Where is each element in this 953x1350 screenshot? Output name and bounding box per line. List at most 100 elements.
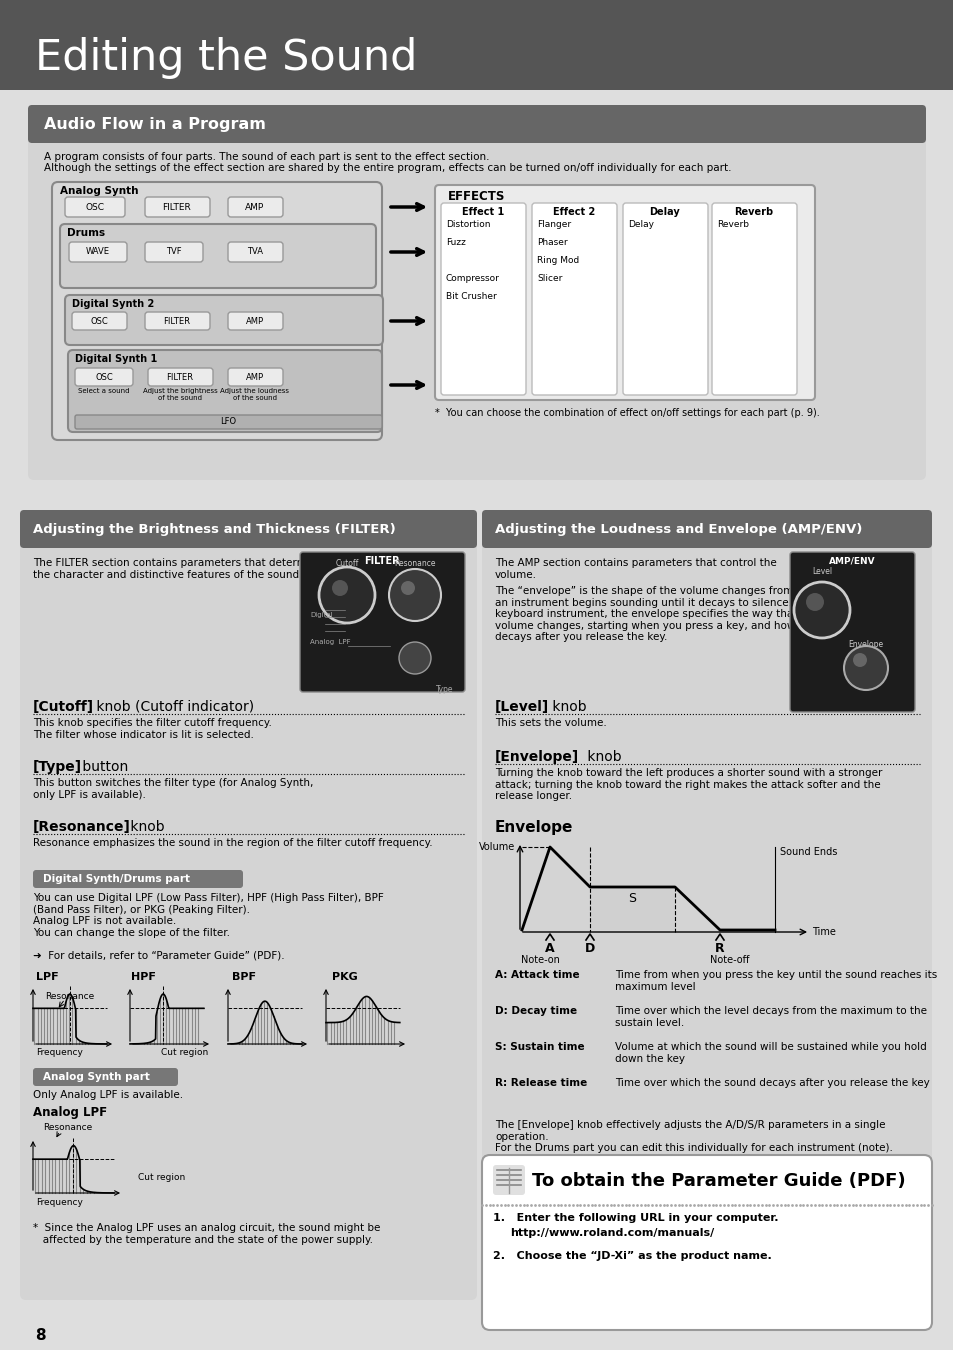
Text: 8: 8 xyxy=(35,1327,46,1342)
Text: 1.   Enter the following URL in your computer.: 1. Enter the following URL in your compu… xyxy=(493,1214,778,1223)
Text: You can use Digital LPF (Low Pass Filter), HPF (High Pass Filter), BPF
(Band Pas: You can use Digital LPF (Low Pass Filter… xyxy=(33,892,383,938)
Text: FILTER: FILTER xyxy=(167,373,193,382)
Text: Editing the Sound: Editing the Sound xyxy=(35,36,417,80)
FancyBboxPatch shape xyxy=(440,202,525,396)
Text: Effect 2: Effect 2 xyxy=(553,207,595,217)
Circle shape xyxy=(400,580,415,595)
FancyBboxPatch shape xyxy=(68,350,381,432)
Text: PKG: PKG xyxy=(332,972,357,981)
Text: *  You can choose the combination of effect on/off settings for each part (p. 9): * You can choose the combination of effe… xyxy=(435,408,819,418)
Text: Resonance: Resonance xyxy=(43,1123,92,1133)
Text: Note-on: Note-on xyxy=(520,954,558,965)
Text: Adjusting the Loudness and Envelope (AMP/ENV): Adjusting the Loudness and Envelope (AMP… xyxy=(495,522,862,536)
Text: Envelope: Envelope xyxy=(495,819,573,836)
Text: Audio Flow in a Program: Audio Flow in a Program xyxy=(44,116,266,131)
Text: Digital: Digital xyxy=(310,612,333,618)
FancyBboxPatch shape xyxy=(493,1165,524,1195)
Text: Digital Synth 1: Digital Synth 1 xyxy=(75,354,157,364)
Text: S: Sustain time: S: Sustain time xyxy=(495,1042,584,1052)
Text: Volume: Volume xyxy=(478,842,515,852)
FancyBboxPatch shape xyxy=(20,510,476,1300)
FancyBboxPatch shape xyxy=(52,182,381,440)
Text: button: button xyxy=(78,760,128,774)
Text: Volume at which the sound will be sustained while you hold
down the key: Volume at which the sound will be sustai… xyxy=(615,1042,925,1064)
Text: [Resonance]: [Resonance] xyxy=(33,819,131,834)
Text: Slicer: Slicer xyxy=(537,274,561,284)
Text: Cut region: Cut region xyxy=(138,1173,185,1183)
Circle shape xyxy=(318,567,375,622)
FancyBboxPatch shape xyxy=(435,185,814,400)
FancyBboxPatch shape xyxy=(481,510,931,548)
Text: Drums: Drums xyxy=(67,228,105,238)
FancyBboxPatch shape xyxy=(789,552,914,711)
Text: Fuzz: Fuzz xyxy=(446,238,465,247)
FancyBboxPatch shape xyxy=(228,312,283,329)
Text: LPF: LPF xyxy=(36,972,58,981)
Text: Bit Crusher: Bit Crusher xyxy=(446,292,497,301)
Text: [Envelope]: [Envelope] xyxy=(495,751,578,764)
FancyBboxPatch shape xyxy=(71,312,127,329)
Text: AMP: AMP xyxy=(246,316,264,325)
FancyBboxPatch shape xyxy=(60,224,375,288)
Text: Analog Synth: Analog Synth xyxy=(60,186,138,196)
Text: R: R xyxy=(715,942,724,954)
Text: R: Release time: R: Release time xyxy=(495,1079,587,1088)
FancyBboxPatch shape xyxy=(65,296,382,346)
Circle shape xyxy=(805,593,823,612)
Text: Only Analog LPF is available.: Only Analog LPF is available. xyxy=(33,1089,183,1100)
FancyBboxPatch shape xyxy=(711,202,796,396)
Text: Note-off: Note-off xyxy=(710,954,749,965)
Circle shape xyxy=(852,653,866,667)
FancyBboxPatch shape xyxy=(33,869,243,888)
Text: ➜  For details, refer to “Parameter Guide” (PDF).: ➜ For details, refer to “Parameter Guide… xyxy=(33,950,284,960)
Text: Cut region: Cut region xyxy=(161,1048,209,1057)
Text: The AMP section contains parameters that control the
volume.: The AMP section contains parameters that… xyxy=(495,558,776,579)
Text: OSC: OSC xyxy=(86,202,105,212)
Text: Level: Level xyxy=(811,567,831,576)
Text: Phaser: Phaser xyxy=(537,238,567,247)
Text: D: D xyxy=(584,942,595,954)
Text: Analog LPF: Analog LPF xyxy=(33,1106,107,1119)
FancyBboxPatch shape xyxy=(20,510,476,548)
Text: Digital Synth 2: Digital Synth 2 xyxy=(71,298,154,309)
Text: A: A xyxy=(544,942,555,954)
FancyBboxPatch shape xyxy=(75,369,132,386)
Text: The [Envelope] knob effectively adjusts the A/D/S/R parameters in a single
opera: The [Envelope] knob effectively adjusts … xyxy=(495,1120,892,1188)
FancyBboxPatch shape xyxy=(28,105,925,481)
Text: Ring Mod: Ring Mod xyxy=(537,256,578,265)
Text: Delay: Delay xyxy=(627,220,654,230)
Circle shape xyxy=(389,568,440,621)
FancyBboxPatch shape xyxy=(228,369,283,386)
FancyBboxPatch shape xyxy=(145,242,203,262)
Text: LFO: LFO xyxy=(220,417,235,427)
Text: *  Since the Analog LPF uses an analog circuit, the sound might be
   affected b: * Since the Analog LPF uses an analog ci… xyxy=(33,1223,380,1245)
Text: EFFECTS: EFFECTS xyxy=(448,190,505,202)
Text: HPF: HPF xyxy=(131,972,155,981)
Text: FILTER: FILTER xyxy=(163,316,191,325)
Text: Adjust the brightness
of the sound: Adjust the brightness of the sound xyxy=(143,387,217,401)
Text: FILTER: FILTER xyxy=(364,556,399,566)
Text: Analog Synth part: Analog Synth part xyxy=(43,1072,150,1081)
Text: S: S xyxy=(627,892,636,904)
Text: Adjusting the Brightness and Thickness (FILTER): Adjusting the Brightness and Thickness (… xyxy=(33,522,395,536)
Text: Resonance: Resonance xyxy=(46,992,94,1000)
Text: A: Attack time: A: Attack time xyxy=(495,971,579,980)
FancyBboxPatch shape xyxy=(33,1068,178,1085)
Text: Select a sound: Select a sound xyxy=(78,387,130,394)
FancyBboxPatch shape xyxy=(145,312,210,329)
Text: Time over which the sound decays after you release the key: Time over which the sound decays after y… xyxy=(615,1079,929,1088)
Text: knob: knob xyxy=(547,701,586,714)
FancyBboxPatch shape xyxy=(148,369,213,386)
Text: To obtain the Parameter Guide (PDF): To obtain the Parameter Guide (PDF) xyxy=(532,1172,904,1189)
FancyBboxPatch shape xyxy=(622,202,707,396)
Text: Time: Time xyxy=(811,927,835,937)
Text: This sets the volume.: This sets the volume. xyxy=(495,718,606,728)
Text: The FILTER section contains parameters that determine
the character and distinct: The FILTER section contains parameters t… xyxy=(33,558,322,579)
Text: Frequency: Frequency xyxy=(36,1048,83,1057)
Text: OSC: OSC xyxy=(90,316,108,325)
Text: TVA: TVA xyxy=(247,247,263,256)
Text: Type: Type xyxy=(435,684,453,694)
FancyBboxPatch shape xyxy=(28,105,925,143)
Text: knob: knob xyxy=(126,819,165,834)
Text: AMP/ENV: AMP/ENV xyxy=(828,556,875,566)
